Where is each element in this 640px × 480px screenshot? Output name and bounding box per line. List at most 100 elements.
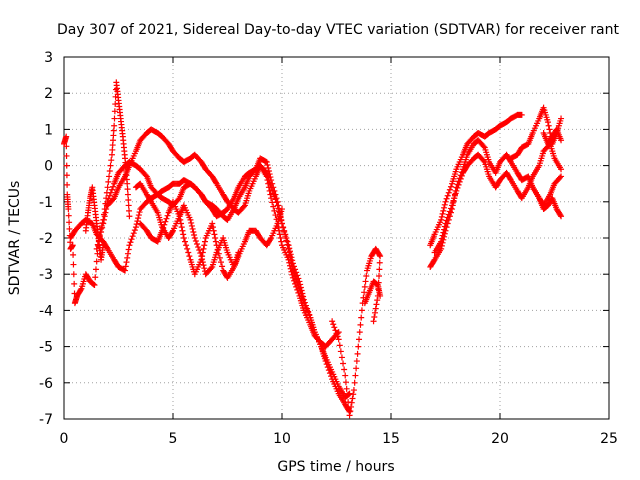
data-point <box>108 157 115 164</box>
data-point <box>545 122 552 129</box>
data-point <box>111 122 118 129</box>
data-point <box>289 260 296 267</box>
data-point <box>345 399 352 406</box>
data-points <box>61 79 565 419</box>
data-point <box>120 266 127 273</box>
data-point <box>441 201 448 208</box>
data-point <box>110 183 117 190</box>
data-point <box>66 232 73 239</box>
data-point <box>100 211 107 218</box>
data-point <box>106 173 113 180</box>
series-track-g <box>82 184 107 263</box>
data-point <box>124 191 131 198</box>
data-point <box>355 343 362 350</box>
x-tick-label: 25 <box>600 431 618 447</box>
data-point <box>363 273 370 280</box>
data-point <box>107 162 114 169</box>
data-point <box>215 250 222 257</box>
data-point <box>124 186 131 193</box>
data-point <box>65 212 72 219</box>
data-point <box>180 235 187 241</box>
data-point <box>286 245 293 252</box>
data-point <box>305 308 312 315</box>
data-point <box>325 367 332 374</box>
data-point <box>439 210 446 217</box>
data-point <box>219 263 226 270</box>
data-point <box>176 213 183 220</box>
data-point <box>189 225 196 232</box>
data-point <box>297 284 304 291</box>
data-point <box>356 336 363 343</box>
data-point <box>446 208 453 215</box>
data-point <box>277 235 284 241</box>
data-point <box>273 199 280 206</box>
data-point <box>217 259 224 266</box>
data-point <box>187 216 194 223</box>
data-point <box>128 236 135 243</box>
data-point <box>111 108 118 115</box>
data-point <box>65 206 72 213</box>
data-point <box>164 212 171 219</box>
data-point <box>93 245 100 252</box>
data-point <box>104 184 111 191</box>
data-point <box>178 224 185 231</box>
x-tick-label: 20 <box>491 431 509 447</box>
data-point <box>458 172 465 179</box>
data-point <box>105 178 112 185</box>
data-point <box>70 251 77 258</box>
data-point <box>159 227 166 234</box>
data-point <box>340 360 347 367</box>
data-point <box>267 191 274 198</box>
data-point <box>445 189 452 196</box>
data-point <box>211 231 218 238</box>
data-point <box>66 225 73 232</box>
data-point <box>348 403 355 410</box>
data-point <box>101 206 108 213</box>
data-point <box>190 228 197 235</box>
data-point <box>446 186 453 193</box>
data-point <box>63 172 70 179</box>
data-point <box>123 259 130 266</box>
data-point <box>66 219 73 226</box>
data-point <box>210 227 217 234</box>
data-point <box>90 281 97 288</box>
data-point <box>292 266 299 273</box>
data-point <box>356 329 363 336</box>
data-point <box>124 180 131 187</box>
data-point <box>270 203 277 210</box>
data-point <box>443 217 450 224</box>
data-point <box>285 242 292 249</box>
data-point <box>302 302 309 309</box>
data-point <box>98 222 105 229</box>
data-point <box>274 202 281 209</box>
data-point <box>441 223 448 230</box>
data-point <box>106 192 113 199</box>
data-point <box>161 221 168 228</box>
data-point <box>181 238 188 245</box>
data-point <box>301 299 308 306</box>
data-point <box>132 224 139 231</box>
data-point <box>362 278 369 285</box>
data-point <box>280 224 287 231</box>
y-tick-label: -3 <box>39 267 53 283</box>
data-point <box>212 238 219 245</box>
y-tick-label: 3 <box>44 50 53 66</box>
data-point <box>283 235 290 241</box>
data-point <box>298 287 305 294</box>
grid-lines <box>64 57 609 419</box>
data-point <box>63 133 70 140</box>
data-point <box>294 272 301 279</box>
series-track-e <box>137 198 242 281</box>
data-point <box>111 115 118 122</box>
data-point <box>212 235 219 241</box>
data-point <box>453 187 460 194</box>
y-tick-label: -6 <box>39 376 53 392</box>
data-point <box>129 233 136 240</box>
data-point <box>447 183 454 190</box>
data-point <box>376 266 383 273</box>
data-point <box>296 278 303 285</box>
data-point <box>287 251 294 258</box>
data-point <box>322 358 329 365</box>
data-point <box>103 189 110 196</box>
